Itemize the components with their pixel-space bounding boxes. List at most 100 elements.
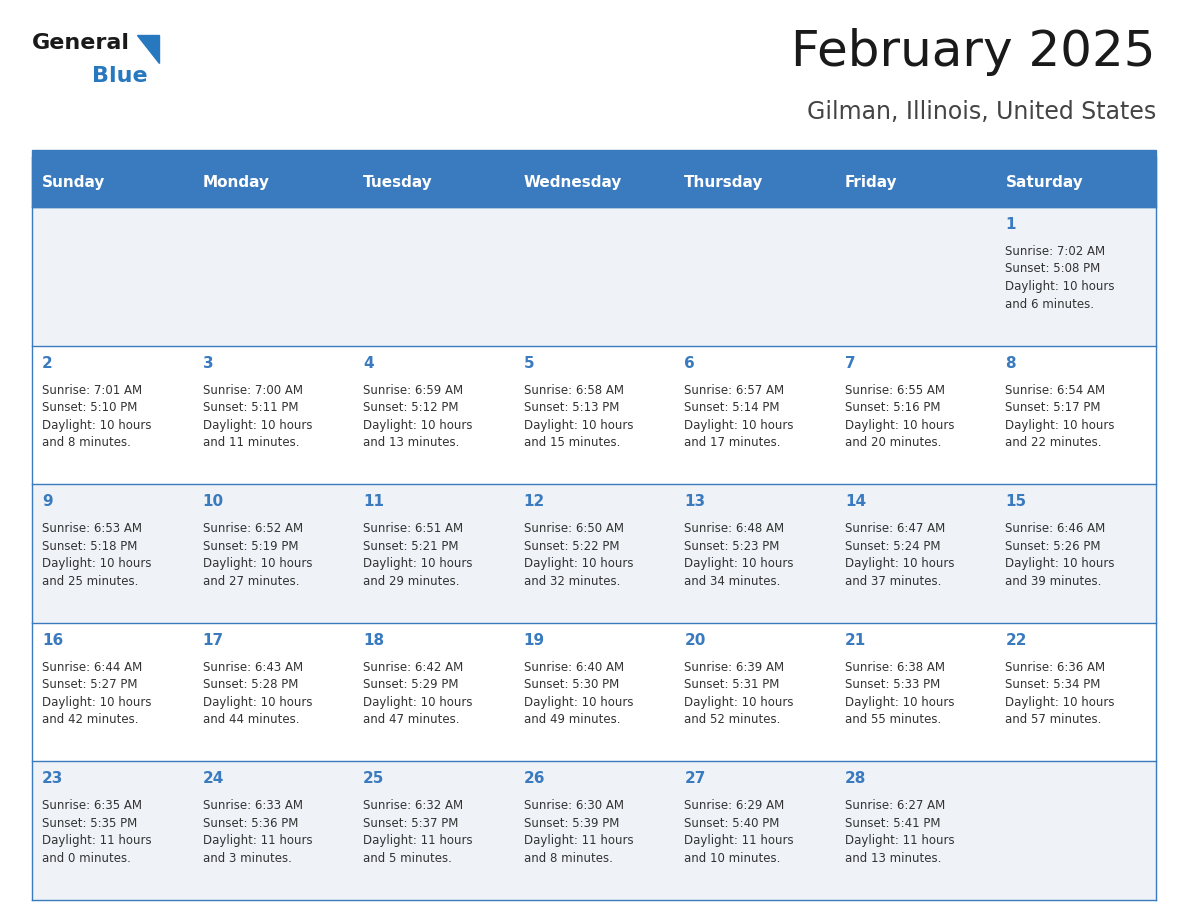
Text: Daylight: 10 hours: Daylight: 10 hours xyxy=(524,557,633,570)
Text: Daylight: 10 hours: Daylight: 10 hours xyxy=(364,557,473,570)
Text: 6: 6 xyxy=(684,355,695,371)
Text: and 32 minutes.: and 32 minutes. xyxy=(524,575,620,588)
Text: Gilman, Illinois, United States: Gilman, Illinois, United States xyxy=(807,100,1156,124)
Text: 24: 24 xyxy=(203,771,225,787)
Text: and 17 minutes.: and 17 minutes. xyxy=(684,436,781,449)
Text: and 55 minutes.: and 55 minutes. xyxy=(845,713,941,726)
Text: Sunset: 5:18 PM: Sunset: 5:18 PM xyxy=(42,540,138,553)
Text: Sunrise: 6:58 AM: Sunrise: 6:58 AM xyxy=(524,384,624,397)
Text: Sunset: 5:22 PM: Sunset: 5:22 PM xyxy=(524,540,619,553)
Bar xyxy=(32,622,1156,761)
Text: Daylight: 11 hours: Daylight: 11 hours xyxy=(203,834,312,847)
Text: Thursday: Thursday xyxy=(684,174,764,189)
Text: 19: 19 xyxy=(524,633,545,648)
Text: Daylight: 10 hours: Daylight: 10 hours xyxy=(42,419,152,431)
Text: Sunset: 5:17 PM: Sunset: 5:17 PM xyxy=(1005,401,1101,414)
Text: Sunrise: 6:33 AM: Sunrise: 6:33 AM xyxy=(203,800,303,812)
Text: Sunset: 5:13 PM: Sunset: 5:13 PM xyxy=(524,401,619,414)
Text: and 3 minutes.: and 3 minutes. xyxy=(203,852,291,865)
Bar xyxy=(32,484,1156,622)
Text: Daylight: 10 hours: Daylight: 10 hours xyxy=(845,557,954,570)
Text: Sunset: 5:12 PM: Sunset: 5:12 PM xyxy=(364,401,459,414)
Text: Daylight: 11 hours: Daylight: 11 hours xyxy=(845,834,954,847)
Text: and 13 minutes.: and 13 minutes. xyxy=(845,852,941,865)
Text: 13: 13 xyxy=(684,494,706,509)
Text: Sunset: 5:16 PM: Sunset: 5:16 PM xyxy=(845,401,941,414)
Text: Sunset: 5:23 PM: Sunset: 5:23 PM xyxy=(684,540,779,553)
Text: and 22 minutes.: and 22 minutes. xyxy=(1005,436,1102,449)
Text: Sunrise: 6:59 AM: Sunrise: 6:59 AM xyxy=(364,384,463,397)
Text: and 8 minutes.: and 8 minutes. xyxy=(524,852,613,865)
Text: Sunset: 5:30 PM: Sunset: 5:30 PM xyxy=(524,678,619,691)
Text: Sunrise: 7:02 AM: Sunrise: 7:02 AM xyxy=(1005,245,1106,258)
Text: Sunrise: 6:42 AM: Sunrise: 6:42 AM xyxy=(364,661,463,674)
Text: 15: 15 xyxy=(1005,494,1026,509)
Text: Sunset: 5:19 PM: Sunset: 5:19 PM xyxy=(203,540,298,553)
Text: Daylight: 11 hours: Daylight: 11 hours xyxy=(364,834,473,847)
Text: 2: 2 xyxy=(42,355,52,371)
Text: and 0 minutes.: and 0 minutes. xyxy=(42,852,131,865)
Text: Sunrise: 6:53 AM: Sunrise: 6:53 AM xyxy=(42,522,143,535)
Text: Sunset: 5:29 PM: Sunset: 5:29 PM xyxy=(364,678,459,691)
Text: Sunrise: 6:54 AM: Sunrise: 6:54 AM xyxy=(1005,384,1106,397)
Text: Sunset: 5:37 PM: Sunset: 5:37 PM xyxy=(364,817,459,830)
Text: Sunset: 5:35 PM: Sunset: 5:35 PM xyxy=(42,817,138,830)
Text: and 34 minutes.: and 34 minutes. xyxy=(684,575,781,588)
Text: Sunrise: 7:01 AM: Sunrise: 7:01 AM xyxy=(42,384,143,397)
Text: Blue: Blue xyxy=(91,66,147,86)
Text: 17: 17 xyxy=(203,633,223,648)
Text: 8: 8 xyxy=(1005,355,1016,371)
Bar xyxy=(32,761,1156,900)
Text: Sunset: 5:11 PM: Sunset: 5:11 PM xyxy=(203,401,298,414)
Text: and 49 minutes.: and 49 minutes. xyxy=(524,713,620,726)
Text: and 39 minutes.: and 39 minutes. xyxy=(1005,575,1101,588)
Text: Sunset: 5:28 PM: Sunset: 5:28 PM xyxy=(203,678,298,691)
Text: Sunset: 5:36 PM: Sunset: 5:36 PM xyxy=(203,817,298,830)
Text: Sunday: Sunday xyxy=(42,174,106,189)
Text: 27: 27 xyxy=(684,771,706,787)
Text: Sunrise: 7:00 AM: Sunrise: 7:00 AM xyxy=(203,384,303,397)
Text: and 52 minutes.: and 52 minutes. xyxy=(684,713,781,726)
Bar xyxy=(32,150,1156,157)
Text: and 10 minutes.: and 10 minutes. xyxy=(684,852,781,865)
Text: Sunrise: 6:36 AM: Sunrise: 6:36 AM xyxy=(1005,661,1106,674)
Text: Sunrise: 6:38 AM: Sunrise: 6:38 AM xyxy=(845,661,944,674)
Text: Daylight: 11 hours: Daylight: 11 hours xyxy=(684,834,794,847)
Text: Daylight: 10 hours: Daylight: 10 hours xyxy=(42,696,152,709)
Text: and 20 minutes.: and 20 minutes. xyxy=(845,436,941,449)
Text: Sunrise: 6:27 AM: Sunrise: 6:27 AM xyxy=(845,800,946,812)
Text: February 2025: February 2025 xyxy=(791,28,1156,76)
Text: Daylight: 11 hours: Daylight: 11 hours xyxy=(524,834,633,847)
Text: 14: 14 xyxy=(845,494,866,509)
Text: and 37 minutes.: and 37 minutes. xyxy=(845,575,941,588)
Text: Sunrise: 6:32 AM: Sunrise: 6:32 AM xyxy=(364,800,463,812)
Text: Sunset: 5:39 PM: Sunset: 5:39 PM xyxy=(524,817,619,830)
Text: and 13 minutes.: and 13 minutes. xyxy=(364,436,460,449)
Text: Sunrise: 6:51 AM: Sunrise: 6:51 AM xyxy=(364,522,463,535)
Text: and 15 minutes.: and 15 minutes. xyxy=(524,436,620,449)
Text: Sunset: 5:41 PM: Sunset: 5:41 PM xyxy=(845,817,941,830)
Text: Sunset: 5:27 PM: Sunset: 5:27 PM xyxy=(42,678,138,691)
Text: and 5 minutes.: and 5 minutes. xyxy=(364,852,451,865)
Text: and 25 minutes.: and 25 minutes. xyxy=(42,575,138,588)
Text: Daylight: 10 hours: Daylight: 10 hours xyxy=(364,696,473,709)
Text: Sunrise: 6:57 AM: Sunrise: 6:57 AM xyxy=(684,384,784,397)
Text: Daylight: 10 hours: Daylight: 10 hours xyxy=(203,419,312,431)
Text: 1: 1 xyxy=(1005,217,1016,232)
Text: Sunrise: 6:52 AM: Sunrise: 6:52 AM xyxy=(203,522,303,535)
Text: Sunset: 5:33 PM: Sunset: 5:33 PM xyxy=(845,678,940,691)
Text: 16: 16 xyxy=(42,633,63,648)
Text: Sunrise: 6:29 AM: Sunrise: 6:29 AM xyxy=(684,800,784,812)
Text: 22: 22 xyxy=(1005,633,1026,648)
Bar xyxy=(32,207,1156,345)
Text: Daylight: 10 hours: Daylight: 10 hours xyxy=(684,696,794,709)
Text: 28: 28 xyxy=(845,771,866,787)
Text: and 47 minutes.: and 47 minutes. xyxy=(364,713,460,726)
Text: Daylight: 10 hours: Daylight: 10 hours xyxy=(42,557,152,570)
Text: Sunrise: 6:35 AM: Sunrise: 6:35 AM xyxy=(42,800,143,812)
Text: 18: 18 xyxy=(364,633,384,648)
Text: Daylight: 10 hours: Daylight: 10 hours xyxy=(1005,419,1114,431)
Text: 12: 12 xyxy=(524,494,545,509)
Text: Wednesday: Wednesday xyxy=(524,174,623,189)
Polygon shape xyxy=(137,35,159,63)
